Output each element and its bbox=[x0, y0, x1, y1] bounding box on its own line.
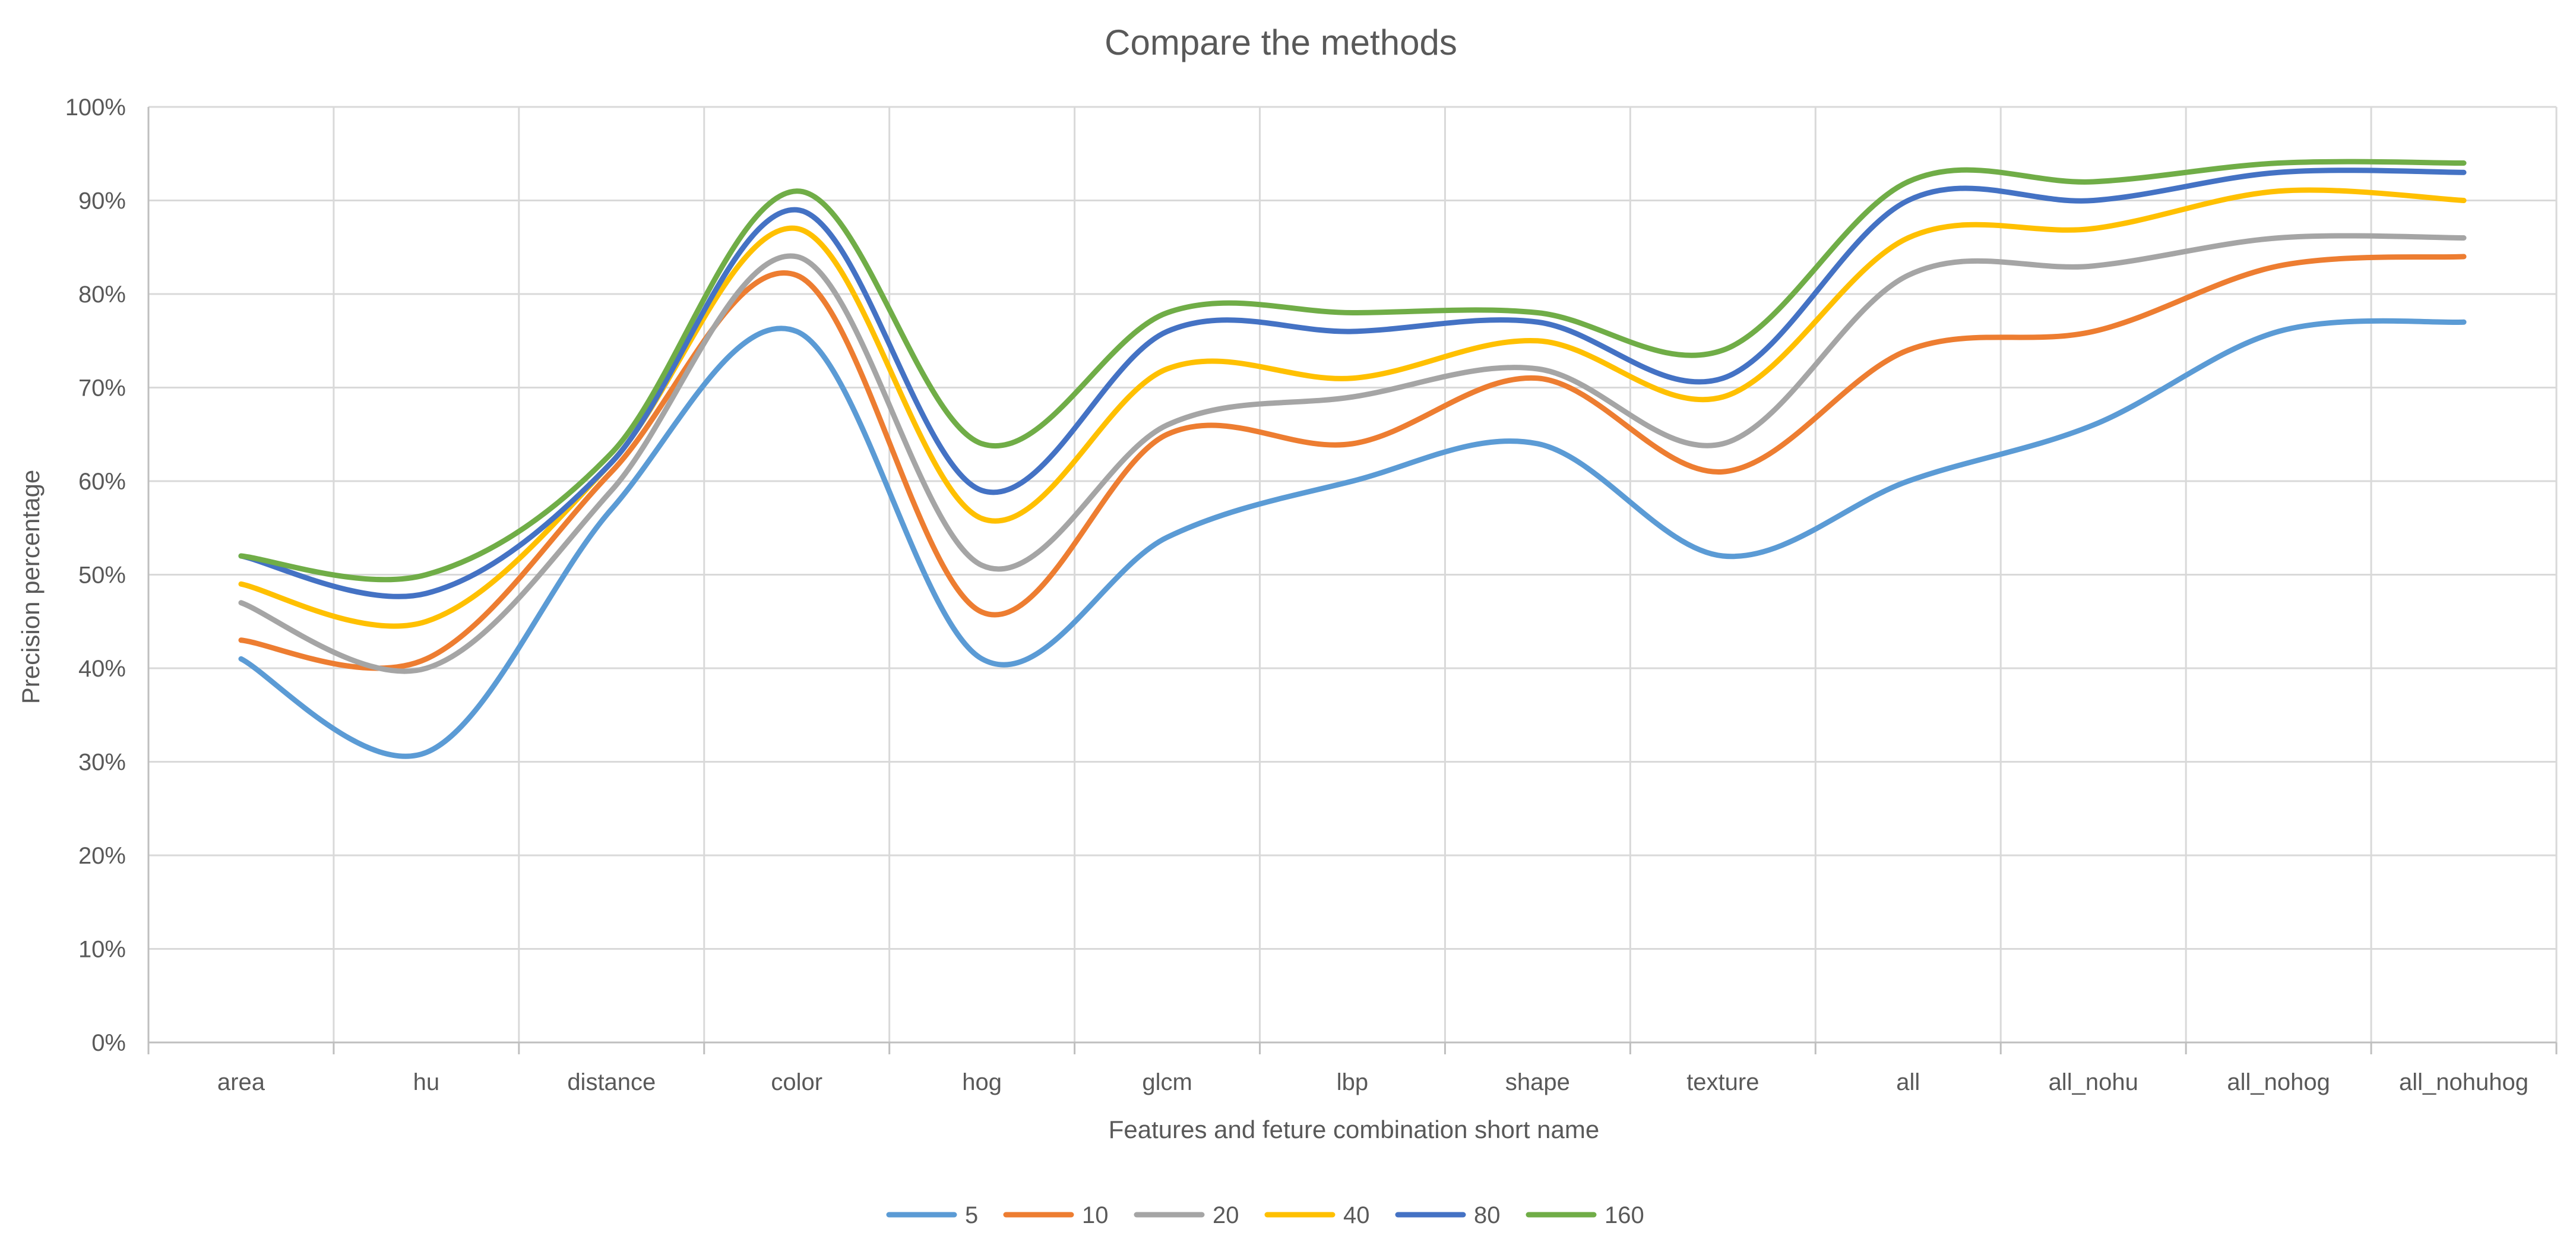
x-tick-label: texture bbox=[1686, 1069, 1759, 1095]
x-tick-label: hog bbox=[962, 1069, 1002, 1095]
series-line-160 bbox=[238, 159, 2467, 583]
x-tick-label: all bbox=[1896, 1069, 1920, 1095]
x-axis-title: Features and feture combination short na… bbox=[1109, 1116, 1599, 1143]
y-tick-label: 90% bbox=[78, 188, 126, 214]
y-tick-label: 0% bbox=[91, 1030, 126, 1056]
y-tick-label: 60% bbox=[78, 469, 126, 495]
series-line-5 bbox=[238, 318, 2467, 759]
x-tick-label: glcm bbox=[1142, 1069, 1192, 1095]
axes bbox=[147, 107, 2558, 1054]
x-tick-label: area bbox=[217, 1069, 265, 1095]
y-tick-label: 70% bbox=[78, 375, 126, 402]
x-tick-label: lbp bbox=[1337, 1069, 1368, 1095]
legend-label-160: 160 bbox=[1605, 1202, 1644, 1228]
series-line-20 bbox=[238, 233, 2467, 674]
y-tick-label: 40% bbox=[78, 656, 126, 682]
y-tick-label: 100% bbox=[65, 94, 126, 121]
x-tick-label: hu bbox=[413, 1069, 440, 1095]
legend-label-80: 80 bbox=[1474, 1202, 1501, 1228]
y-tick-label: 10% bbox=[78, 937, 126, 963]
series-line-10 bbox=[238, 254, 2467, 671]
legend-label-5: 5 bbox=[965, 1202, 978, 1228]
x-tick-label: all_nohu bbox=[2049, 1069, 2138, 1095]
legend-label-40: 40 bbox=[1343, 1202, 1370, 1228]
x-tick-label: all_nohuhog bbox=[2399, 1069, 2528, 1095]
legend: 5 10 20 40 80 160 bbox=[886, 1202, 1644, 1228]
x-tick-label: shape bbox=[1505, 1069, 1570, 1095]
chart-title: Compare the methods bbox=[1105, 23, 1457, 62]
x-tick-label: color bbox=[771, 1069, 822, 1095]
legend-label-20: 20 bbox=[1213, 1202, 1239, 1228]
y-tick-label: 50% bbox=[78, 563, 126, 589]
x-tick-label: distance bbox=[567, 1069, 656, 1095]
tick-labels: 0% 10% 20% 30% 40% 50% 60% 70% 80% 90% 100% area hu d… bbox=[65, 94, 2528, 1095]
series-line-80 bbox=[238, 168, 2467, 599]
y-tick-label: 80% bbox=[78, 282, 126, 308]
y-axis-title: Precision percentage bbox=[17, 470, 45, 704]
y-tick-label: 20% bbox=[78, 843, 126, 869]
legend-label-10: 10 bbox=[1082, 1202, 1109, 1228]
y-tick-label: 30% bbox=[78, 750, 126, 776]
x-tick-label: all_nohog bbox=[2227, 1069, 2330, 1095]
series-lines bbox=[238, 159, 2467, 759]
